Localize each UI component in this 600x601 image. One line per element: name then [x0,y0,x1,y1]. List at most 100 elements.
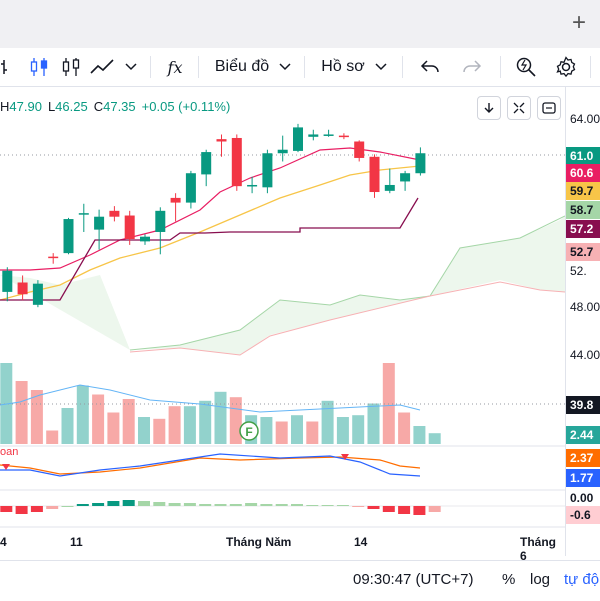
candle-body [155,210,166,232]
macd-histogram-bar [199,504,212,506]
volume-ma-line [0,384,421,413]
price-tag: 2.37 [566,449,600,467]
toolbar-divider [500,56,501,78]
profile-label: Hồ sơ [321,58,365,75]
volume-bar [46,430,59,444]
macd-histogram-bar [76,504,89,506]
drawing-tool-icon[interactable] [0,52,14,82]
candle-body [63,219,74,254]
macd-histogram-bar [138,501,150,506]
chart-type-dropdown[interactable]: Biểu đồ [210,52,296,82]
volume-bar [138,417,150,444]
volume-bar [214,391,227,444]
volume-bar [428,433,441,444]
price-tag: 60.6 [566,164,600,182]
price-tag: 61.0 [566,147,600,165]
ichimoku-cloud [0,216,565,355]
candle-body [94,216,105,230]
candle-body [415,153,426,174]
candle-body [124,215,135,240]
macd-histogram-bar [183,503,196,506]
candle-body [78,213,89,215]
indicators-fx-button[interactable]: fx [160,52,190,82]
time-axis-label: 14 [354,535,368,549]
toolbar-divider [150,56,151,78]
log-toggle[interactable]: log [530,571,551,588]
macd-histogram-bar [15,506,28,514]
volume-bar [122,399,135,444]
price-tag: 57.2 [566,220,600,238]
candle-body [109,210,120,217]
macd-histogram-bar [30,506,43,512]
redo-button[interactable] [458,52,486,82]
candlestick-icon[interactable] [24,52,54,82]
add-tab-button[interactable]: + [571,9,586,36]
time-axis-label: 11 [70,535,83,549]
legend-high: H47.90 [0,99,42,114]
price-axis[interactable]: 64.00 52. 48.00 44.00 [565,86,600,556]
time-axis[interactable]: 4 11 Tháng Năm 14 Tháng 6 [0,532,565,563]
candle-body [140,236,150,242]
time-axis-label: Tháng 6 [520,535,556,563]
auto-scale-toggle[interactable]: tự độ [564,571,600,588]
scroll-down-button[interactable] [477,96,501,120]
volume-bar [275,421,288,444]
candle-body [277,149,288,154]
macd-cross-marker [341,454,349,460]
candle-body [400,173,411,182]
volume-bar [413,426,426,444]
candle-body [262,153,273,188]
volume-bar [30,390,43,444]
macd-histogram-bar [398,506,411,514]
macd-histogram-bar [275,504,288,506]
bar-chart-icon[interactable] [56,52,86,82]
volume-bar [153,418,166,444]
search-icon [516,57,536,77]
clock-timezone[interactable]: 09:30:47 (UTC+7) [353,571,474,588]
profile-dropdown[interactable]: Hồ sơ [318,52,390,82]
price-tag: 1.77 [566,469,600,487]
macd-label: oan [0,446,18,458]
redo-icon [463,60,482,73]
candle-body [384,184,395,191]
quick-search-button[interactable] [512,52,540,82]
toolbar-divider [304,56,305,78]
cloud-upper-line [129,215,565,351]
maximize-button[interactable] [537,96,561,120]
chevron-down-icon[interactable] [120,52,142,82]
volume-bar [367,403,380,444]
settings-button[interactable] [552,52,580,82]
undo-button[interactable] [416,52,444,82]
macd-histogram-bar [260,504,273,506]
price-tag: 0.00 [566,489,600,507]
gear-icon [556,56,576,78]
percent-toggle[interactable]: % [502,571,516,588]
candle-body [32,283,43,305]
volume-bar [0,363,13,444]
candle-body [293,127,303,151]
candle-body [247,184,258,187]
macd-signal-line [0,456,421,475]
macd-cross-marker [2,464,10,470]
collapse-button[interactable] [507,96,531,120]
price-axis-label: 64.00 [570,112,600,126]
candle-body [369,156,380,193]
volume-marker-circle [239,421,259,441]
legend-close: C47.35 [93,99,136,114]
volume-bar [76,385,89,444]
macd-histogram-bar [367,506,380,509]
macd-histogram-bar [291,504,303,506]
volume-bar [107,412,120,444]
macd-histogram-bar [321,505,334,506]
price-axis-label: 48.00 [570,300,600,314]
volume-bar [61,408,74,444]
macd-histogram-bar [214,504,227,506]
toolbar-divider [402,56,403,78]
baseline-line [0,197,419,301]
arrow-down-icon [484,103,494,113]
macd-histogram-bar [61,506,74,507]
line-chart-icon[interactable] [88,52,118,82]
candle-body [185,173,196,203]
macd-histogram-bar [352,506,365,507]
